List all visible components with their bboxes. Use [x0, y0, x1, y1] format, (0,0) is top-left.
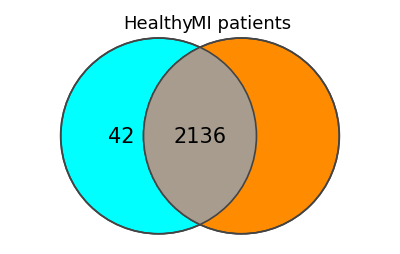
- Circle shape: [144, 39, 339, 234]
- Text: 2136: 2136: [174, 126, 226, 146]
- Text: 42: 42: [108, 126, 134, 146]
- Text: 62: 62: [268, 126, 294, 146]
- Text: Healthy: Healthy: [124, 15, 194, 33]
- Circle shape: [61, 39, 256, 234]
- Text: MI patients: MI patients: [191, 15, 292, 33]
- Circle shape: [61, 39, 256, 234]
